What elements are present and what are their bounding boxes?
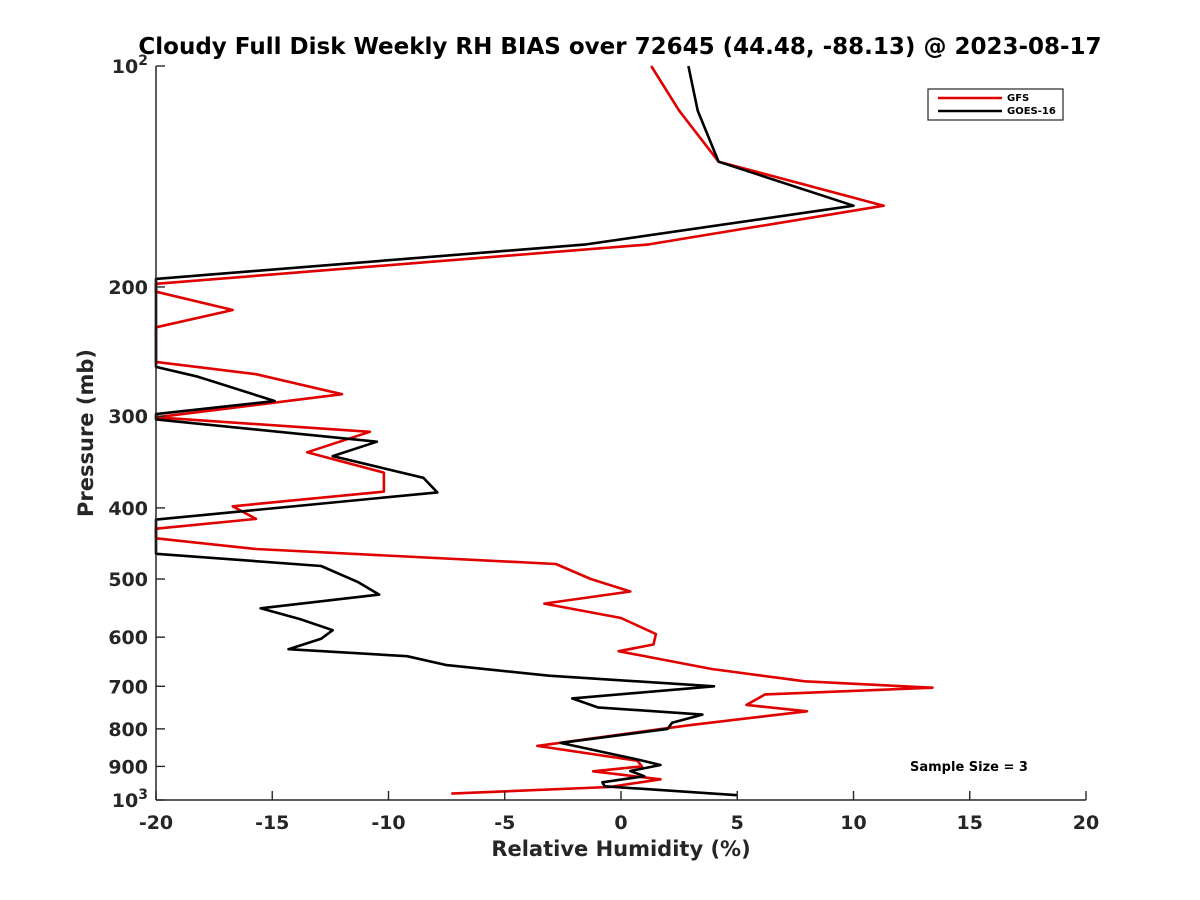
legend-box	[927, 88, 1064, 121]
y-tick-label: 600	[108, 627, 148, 649]
legend: GFS GOES-16	[927, 88, 1064, 121]
x-tick-label: -15	[255, 812, 289, 834]
y-tick-label: 200	[108, 277, 148, 299]
x-axis-label: Relative Humidity (%)	[491, 837, 750, 861]
y-tick-label: 700	[108, 676, 148, 698]
x-tick-label: 15	[957, 812, 983, 834]
legend-label-gfs: GFS	[1007, 93, 1029, 104]
x-tick-label: 5	[731, 812, 744, 834]
y-tick-label: 300	[108, 406, 148, 428]
y-tick-label: 800	[108, 719, 148, 741]
y-tick-label: 400	[108, 498, 148, 520]
series-line-gfs	[154, 65, 934, 795]
chart-title: Cloudy Full Disk Weekly RH BIAS over 726…	[138, 34, 1101, 60]
y-axis-label: Pressure (mb)	[74, 349, 98, 517]
y-tick-label-power: 102	[112, 53, 148, 78]
x-tick-label: 10	[840, 812, 866, 834]
x-tick-label: -20	[139, 812, 173, 834]
legend-label-goes16: GOES-16	[1007, 106, 1056, 117]
x-tick-label: 0	[614, 812, 627, 834]
y-ticks: 200 300 400 500 600 700 800 900 102 103	[108, 53, 165, 812]
x-tick-label: -10	[371, 812, 405, 834]
y-tick-label: 500	[108, 569, 148, 591]
sample-size-annotation: Sample Size = 3	[910, 760, 1028, 775]
series-line-goes16	[154, 65, 855, 797]
y-tick-label-power: 103	[112, 787, 148, 812]
y-tick-label: 900	[108, 756, 148, 778]
x-ticks: -20 -15 -10 -5 0 5 10 15 20	[139, 791, 1099, 834]
x-tick-label: -5	[494, 812, 515, 834]
series-layer	[154, 65, 934, 797]
x-tick-label: 20	[1073, 812, 1099, 834]
